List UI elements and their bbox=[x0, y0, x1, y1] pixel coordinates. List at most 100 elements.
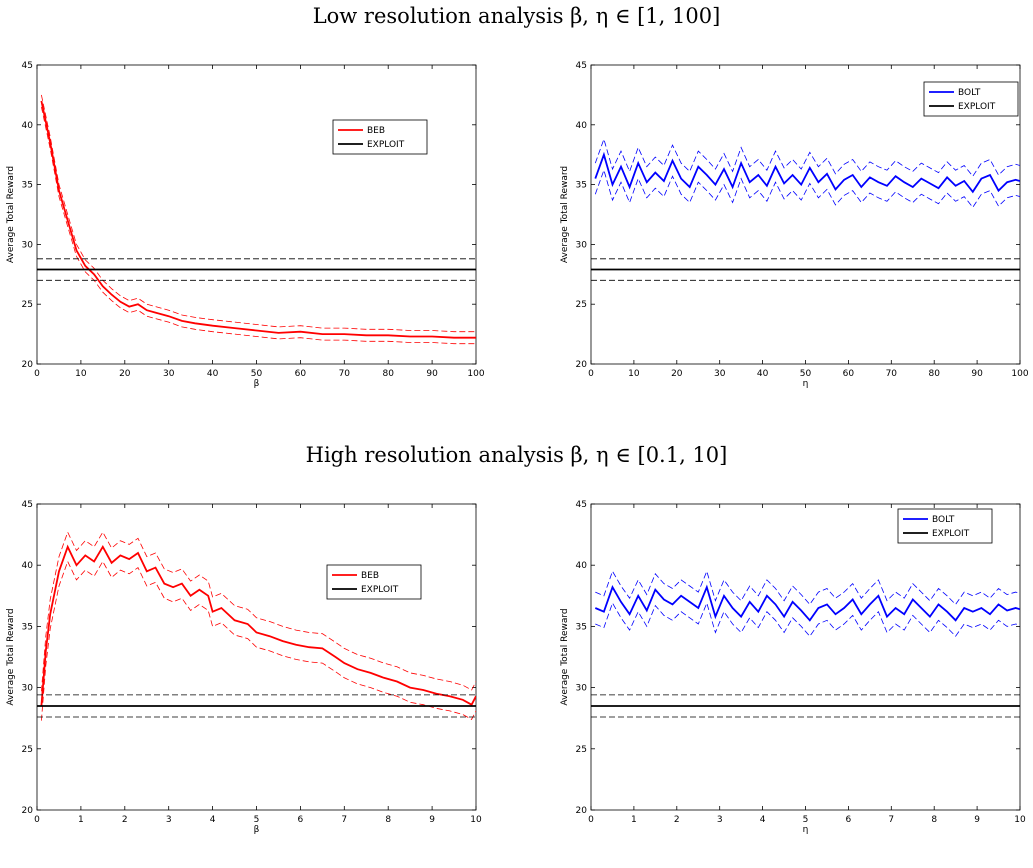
y-tick-label: 45 bbox=[576, 61, 587, 71]
x-tick-label: 10 bbox=[1014, 815, 1026, 825]
x-tick-label: 60 bbox=[843, 369, 855, 379]
legend: BEB EXPLOIT bbox=[326, 564, 422, 600]
x-tick-label: 9 bbox=[429, 815, 435, 825]
y-axis-label: Average Total Reward bbox=[6, 166, 16, 263]
x-tick-label: 60 bbox=[295, 369, 307, 379]
x-tick-label: 80 bbox=[928, 369, 940, 379]
y-tick-label: 35 bbox=[22, 622, 33, 632]
y-tick-label: 40 bbox=[22, 561, 34, 571]
x-tick-label: 2 bbox=[122, 815, 128, 825]
x-tick-label: 100 bbox=[467, 369, 484, 379]
y-tick-label: 30 bbox=[576, 684, 588, 694]
x-tick-label: 7 bbox=[888, 815, 894, 825]
x-tick-label: 10 bbox=[75, 369, 87, 379]
y-axis-label: Average Total Reward bbox=[560, 166, 570, 263]
legend-label-bolt: BOLT bbox=[932, 515, 955, 525]
x-axis-label: η bbox=[803, 379, 809, 389]
legend-label-beb: BEB bbox=[361, 571, 379, 581]
y-tick-label: 20 bbox=[576, 806, 588, 816]
y-tick-label: 40 bbox=[22, 121, 34, 131]
y-tick-label: 45 bbox=[22, 500, 33, 510]
x-tick-label: 20 bbox=[119, 369, 131, 379]
legend-label-exploit: EXPLOIT bbox=[958, 102, 996, 112]
x-tick-label: 8 bbox=[385, 815, 391, 825]
plot-area bbox=[36, 503, 477, 811]
legend-label-exploit: EXPLOIT bbox=[367, 140, 405, 150]
chart-bolt-low-resolution: 20 25 30 35 40 45 0 10 20 30 40 50 60 70 80 90 100 η Avera… bbox=[560, 61, 1029, 389]
y-tick-label: 30 bbox=[22, 240, 34, 250]
section-title-low-resolution: Low resolution analysis β, η ∈ [1, 100] bbox=[312, 4, 721, 28]
series-bolt-upper-bound bbox=[595, 570, 1020, 606]
x-tick-label: 50 bbox=[800, 369, 812, 379]
legend-label-bolt: BOLT bbox=[958, 88, 981, 98]
x-tick-label: 100 bbox=[1011, 369, 1028, 379]
x-tick-label: 40 bbox=[207, 369, 219, 379]
section-title-high-resolution: High resolution analysis β, η ∈ [0.1, 10… bbox=[305, 443, 728, 467]
series-bolt-line bbox=[594, 584, 1020, 622]
y-tick-label: 20 bbox=[22, 806, 34, 816]
x-tick-label: 40 bbox=[757, 369, 769, 379]
x-tick-label: 0 bbox=[34, 369, 40, 379]
x-tick-label: 50 bbox=[251, 369, 263, 379]
x-tick-label: 30 bbox=[163, 369, 175, 379]
x-tick-label: 4 bbox=[210, 815, 216, 825]
y-axis-label: Average Total Reward bbox=[6, 608, 16, 705]
y-tick-label: 30 bbox=[576, 240, 588, 250]
x-tick-label: 3 bbox=[166, 815, 172, 825]
legend-label-beb: BEB bbox=[367, 126, 385, 136]
y-tick-label: 45 bbox=[22, 61, 33, 71]
series-group bbox=[37, 531, 476, 721]
x-tick-label: 9 bbox=[974, 815, 980, 825]
legend-label-exploit: EXPLOIT bbox=[932, 529, 970, 539]
series-bolt-upper-bound bbox=[594, 137, 1020, 177]
y-tick-label: 45 bbox=[576, 500, 587, 510]
y-tick-label: 35 bbox=[576, 622, 587, 632]
series-beb-lower-bound bbox=[41, 106, 476, 345]
x-tick-label: 0 bbox=[34, 815, 40, 825]
y-tick-label: 20 bbox=[22, 360, 34, 370]
legend-box bbox=[897, 508, 993, 544]
legend: BEB EXPLOIT bbox=[332, 119, 428, 155]
legend-box bbox=[332, 119, 428, 155]
series-beb-line bbox=[40, 100, 476, 339]
plot-area bbox=[590, 503, 1021, 811]
series-group bbox=[591, 570, 1020, 718]
series-bolt-lower-bound bbox=[595, 601, 1020, 637]
x-tick-label: 2 bbox=[674, 815, 680, 825]
legend-box bbox=[923, 81, 1019, 117]
x-tick-label: 4 bbox=[760, 815, 766, 825]
x-tick-label: 6 bbox=[846, 815, 852, 825]
x-tick-label: 70 bbox=[339, 369, 351, 379]
y-tick-label: 40 bbox=[576, 121, 588, 131]
x-tick-label: 80 bbox=[382, 369, 394, 379]
y-tick-label: 35 bbox=[22, 181, 33, 191]
y-tick-label: 25 bbox=[576, 745, 587, 755]
x-tick-label: 70 bbox=[886, 369, 898, 379]
x-tick-label: 10 bbox=[628, 369, 640, 379]
series-beb-upper-bound bbox=[41, 531, 476, 692]
x-tick-label: 0 bbox=[588, 369, 594, 379]
x-tick-label: 30 bbox=[714, 369, 726, 379]
x-tick-label: 5 bbox=[803, 815, 809, 825]
plot-area bbox=[36, 64, 477, 365]
series-beb-upper-bound bbox=[41, 94, 476, 333]
x-tick-label: 1 bbox=[78, 815, 84, 825]
y-tick-label: 40 bbox=[576, 561, 588, 571]
y-tick-label: 35 bbox=[576, 181, 587, 191]
y-tick-label: 25 bbox=[22, 300, 33, 310]
legend: BOLT EXPLOIT bbox=[923, 81, 1019, 117]
x-axis-label: η bbox=[803, 825, 809, 835]
x-tick-label: 0 bbox=[588, 815, 594, 825]
y-axis-label: Average Total Reward bbox=[560, 608, 570, 705]
series-beb-lower-bound bbox=[41, 560, 476, 721]
series-bolt-line bbox=[594, 151, 1020, 194]
x-axis-label: β bbox=[254, 825, 260, 835]
x-tick-label: 90 bbox=[426, 369, 438, 379]
x-tick-label: 3 bbox=[717, 815, 723, 825]
x-tick-label: 10 bbox=[470, 815, 482, 825]
legend-label-exploit: EXPLOIT bbox=[361, 585, 399, 595]
y-tick-label: 20 bbox=[576, 360, 588, 370]
series-group bbox=[591, 137, 1020, 281]
